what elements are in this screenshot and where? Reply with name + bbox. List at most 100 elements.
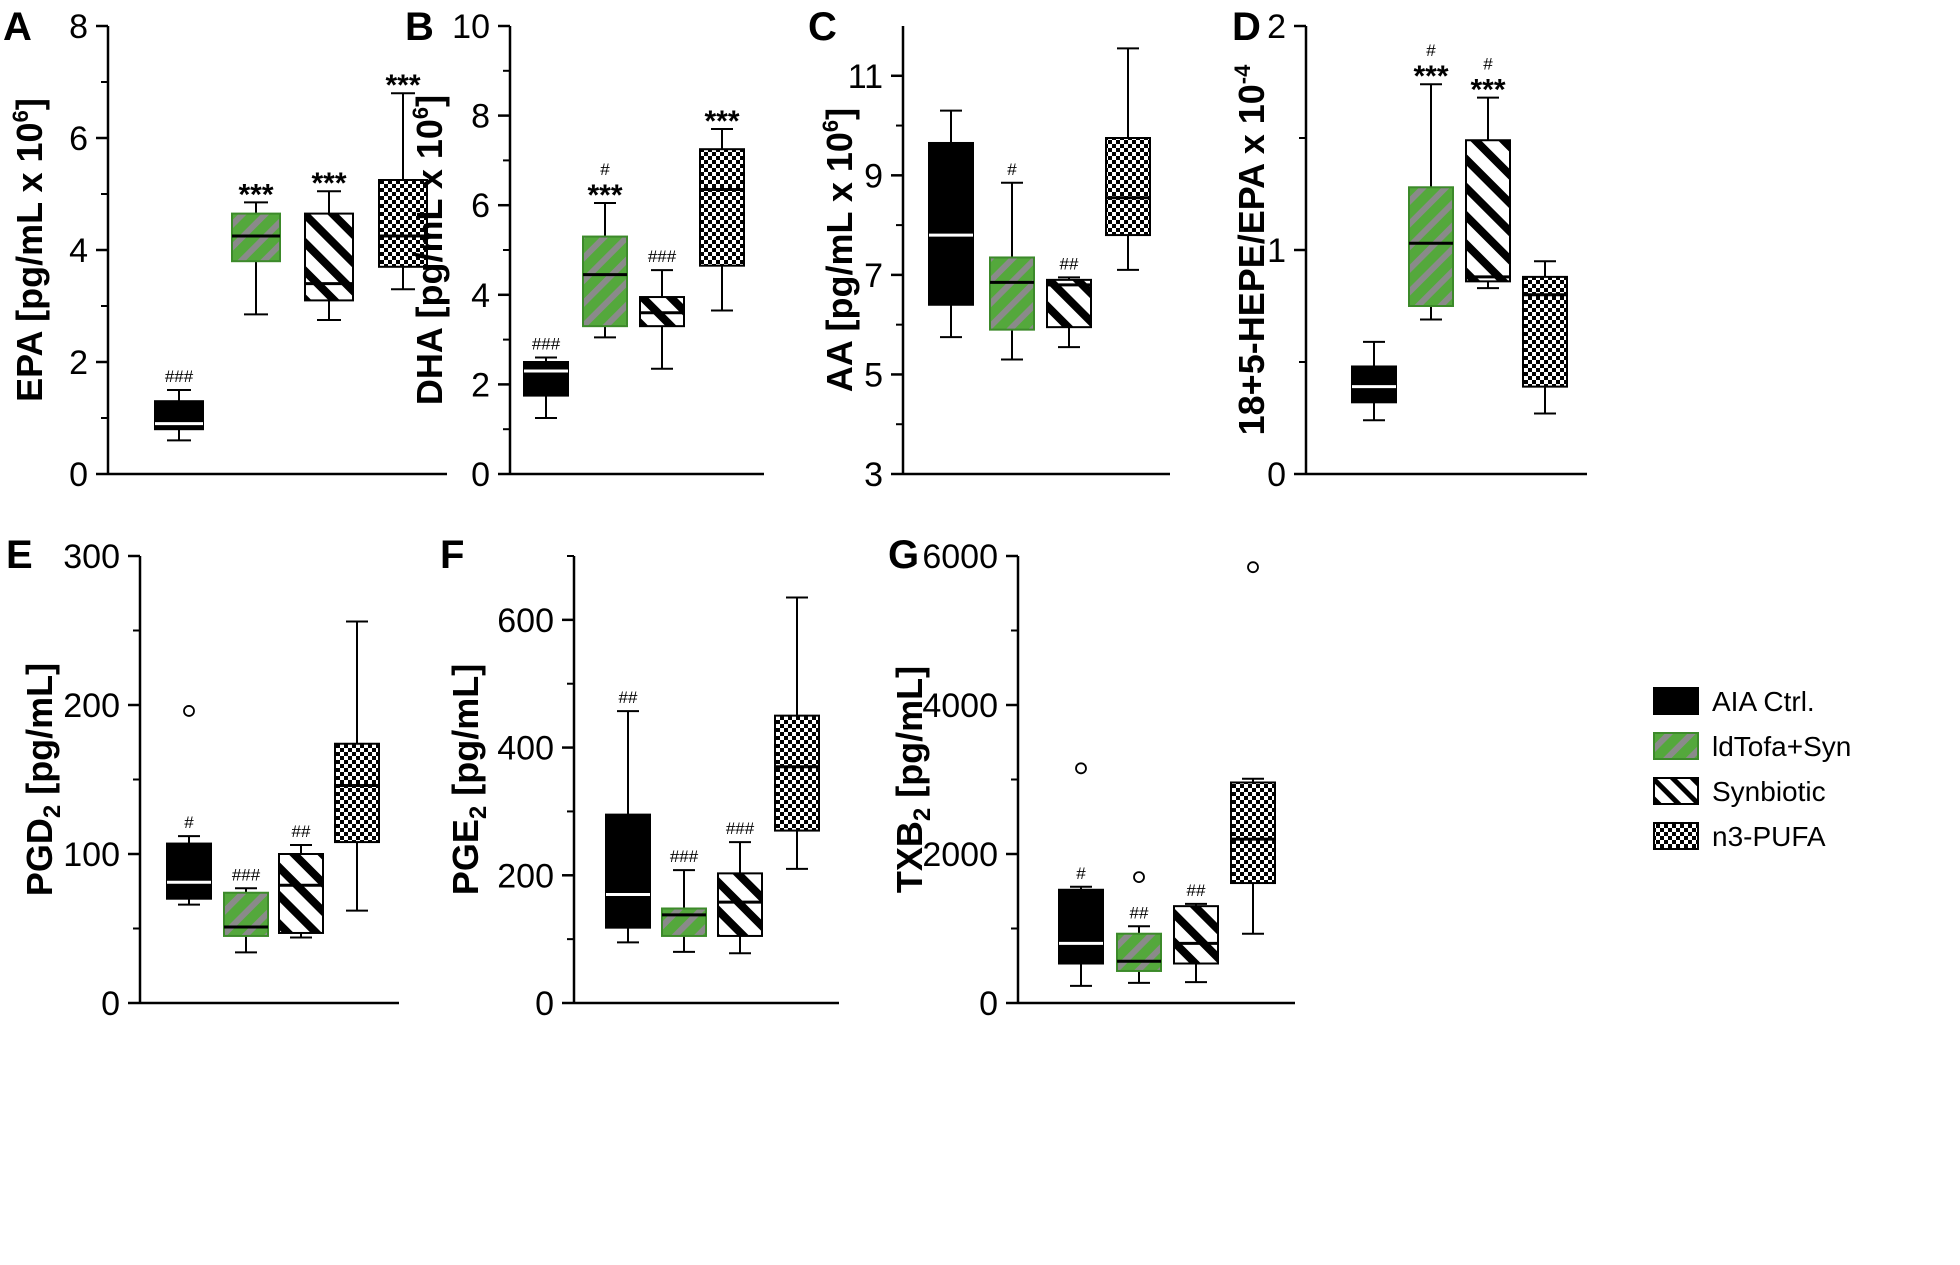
box-iqr — [523, 361, 569, 397]
significance-hash: ## — [292, 822, 311, 841]
box-group-1 — [928, 109, 974, 339]
y-axis-label: EPA [pg/mL x 106] — [8, 98, 50, 402]
y-tick-label: 4000 — [922, 687, 998, 725]
significance-hash: ## — [1187, 881, 1206, 900]
box-group-4: *** — [378, 69, 428, 291]
significance-stars: *** — [1470, 74, 1505, 107]
significance-hash: ### — [648, 247, 677, 266]
legend-item-2: ldTofa+Syn — [1653, 731, 1851, 762]
y-tick-label: 4 — [69, 232, 88, 270]
significance-stars: *** — [385, 69, 420, 102]
y-tick-label: 200 — [63, 687, 120, 725]
box-iqr — [774, 714, 820, 832]
box-iqr — [717, 872, 763, 937]
legend-label: n3-PUFA — [1712, 821, 1826, 852]
legend-label: Synbiotic — [1712, 776, 1826, 807]
box-iqr — [1173, 905, 1219, 965]
y-tick-label: 5 — [864, 356, 883, 394]
box-iqr — [1351, 365, 1397, 404]
box-iqr — [661, 907, 707, 937]
significance-hash: ### — [232, 865, 261, 884]
box-group-3: ## — [1046, 254, 1092, 349]
significance-hash: ### — [670, 847, 699, 866]
significance-stars: *** — [311, 167, 346, 200]
y-tick-label: 8 — [69, 8, 88, 46]
y-axis-label: 18+5-HEPE/EPA x 10-4 — [1230, 64, 1272, 436]
y-tick-label: 2 — [69, 344, 88, 382]
box-iqr — [1116, 932, 1162, 972]
outlier-point — [1075, 762, 1087, 775]
outlier-point — [183, 705, 195, 717]
y-tick-label: 9 — [864, 157, 883, 195]
box-group-1: # — [1058, 762, 1104, 987]
box-iqr — [223, 891, 269, 937]
y-tick-label: 3 — [864, 456, 883, 494]
y-tick-label: 6 — [69, 120, 88, 158]
box-group-4 — [1105, 47, 1151, 271]
significance-hash: # — [1076, 864, 1086, 883]
y-tick-label: 7 — [864, 257, 883, 295]
y-tick-label: 600 — [497, 602, 554, 640]
panel-letter: D — [1232, 5, 1261, 49]
box-iqr — [989, 256, 1035, 331]
significance-hash: ### — [532, 335, 561, 354]
box-group-2: ### — [223, 865, 269, 954]
box-iqr — [166, 842, 212, 900]
y-tick-label: 400 — [497, 730, 554, 768]
box-group-4: *** — [699, 105, 745, 312]
legend-swatch — [1653, 822, 1699, 850]
y-axis-label: DHA [pg/mL x 106] — [408, 95, 450, 405]
y-axis-label: TXB2 [pg/mL] — [889, 666, 936, 893]
box-iqr — [1465, 139, 1511, 283]
y-tick-label: 8 — [471, 98, 490, 136]
significance-hash: ### — [165, 367, 194, 386]
significance-hash: # — [1483, 55, 1493, 74]
y-tick-label: 1 — [1267, 232, 1286, 270]
significance-stars: *** — [704, 105, 739, 138]
box-group-1: ## — [605, 688, 651, 944]
legend-swatch — [1653, 777, 1699, 805]
significance-hash: ### — [726, 819, 755, 838]
panel-letter: B — [405, 5, 434, 49]
significance-stars: *** — [238, 178, 273, 211]
box-iqr — [278, 853, 324, 934]
legend-swatch — [1653, 687, 1699, 715]
y-tick-label: 6 — [471, 187, 490, 225]
y-tick-label: 0 — [979, 985, 998, 1023]
y-tick-label: 0 — [535, 985, 554, 1023]
box-group-3: *** — [304, 167, 354, 321]
box-group-3: ### — [639, 247, 685, 370]
box-group-2: ### — [661, 847, 707, 953]
y-tick-label: 6000 — [922, 538, 998, 576]
significance-stars: *** — [587, 179, 622, 212]
significance-hash: ## — [1130, 903, 1149, 922]
significance-hash: # — [600, 160, 610, 179]
box-group-3: ### — [717, 819, 763, 955]
y-tick-label: 2000 — [922, 836, 998, 874]
legend: AIA Ctrl. ldTofa+Syn Synbiotic n3-PUFA — [1653, 686, 1851, 852]
box-iqr — [1046, 278, 1092, 329]
box-group-2: ***# — [582, 160, 628, 339]
legend-item-4: n3-PUFA — [1653, 821, 1826, 852]
significance-stars: *** — [1413, 60, 1448, 93]
box-group-2: ***# — [1408, 41, 1454, 321]
box-group-1: ### — [523, 335, 569, 419]
box-group-3: ## — [1173, 881, 1219, 984]
significance-hash: ## — [1060, 254, 1079, 273]
box-group-1: ### — [154, 367, 204, 442]
legend-swatch — [1653, 732, 1699, 760]
y-axis-label: PGD2 [pg/mL] — [19, 663, 66, 896]
box-iqr — [1058, 888, 1104, 965]
significance-hash: # — [184, 813, 194, 832]
box-group-4 — [1230, 561, 1276, 935]
y-tick-label: 10 — [452, 8, 490, 46]
box-iqr — [699, 148, 745, 267]
box-iqr — [928, 141, 974, 306]
y-tick-label: 0 — [101, 985, 120, 1023]
y-axis-label: AA [pg/mL x 106] — [818, 108, 860, 392]
